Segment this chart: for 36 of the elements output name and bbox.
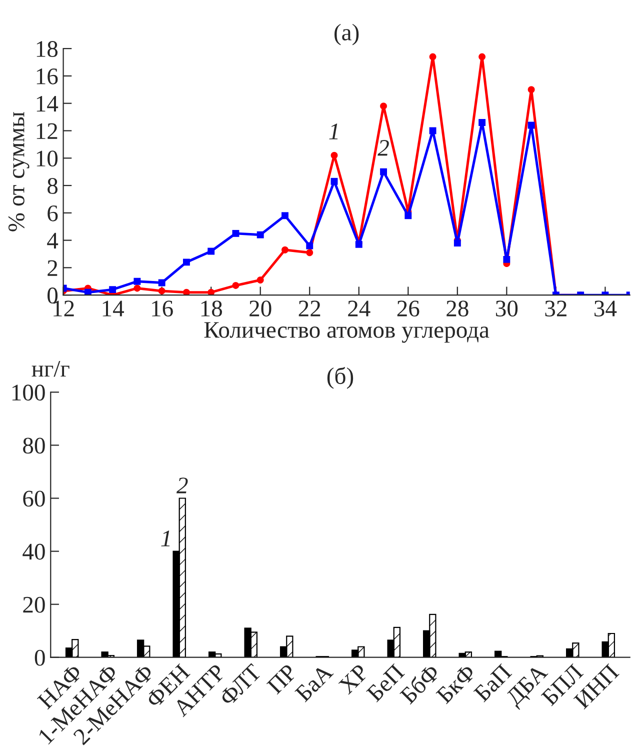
y-tick-label: 16 — [36, 68, 58, 84]
x-tick-label: 16 — [152, 300, 173, 317]
x-tick-label: 20 — [250, 300, 272, 317]
y-tick-label: 2 — [48, 260, 58, 276]
y-tick-label: 60 — [23, 490, 45, 507]
x-tick-label: 28 — [446, 300, 468, 317]
x-tick-label: 34 — [594, 300, 617, 317]
x-tick-label: 14 — [102, 300, 124, 316]
x-axis-title: Количество атомов углерода — [204, 322, 490, 343]
annotation: 2 — [176, 478, 188, 494]
y-tick-label: 6 — [48, 205, 58, 222]
y-tick-label: 10 — [36, 150, 58, 167]
y-tick-label: 20 — [23, 596, 45, 613]
y-tick-label: 40 — [22, 544, 45, 560]
y-axis-title: % от суммы — [8, 112, 30, 232]
x-tick-label: 24 — [348, 300, 370, 316]
y-tick-label: 12 — [36, 123, 58, 139]
annotation: 1 — [329, 124, 338, 140]
x-tick-label: 22 — [298, 300, 320, 316]
y-axis-title: нг/г — [32, 360, 70, 377]
x-tick-label: 26 — [397, 300, 420, 317]
chart-title: (б) — [327, 366, 354, 389]
y-tick-label: 18 — [36, 41, 58, 57]
y-tick-label: 14 — [36, 96, 58, 112]
y-tick-label: 100 — [12, 384, 45, 401]
annotation: 1 — [161, 530, 170, 546]
y-tick-label: 8 — [48, 178, 58, 194]
y-tick-label: 80 — [23, 438, 45, 454]
y-tick-label: 4 — [47, 232, 58, 248]
x-tick-label: БаА — [294, 662, 334, 703]
annotation: 2 — [378, 140, 389, 156]
x-tick-label: 30 — [496, 300, 518, 317]
chart-title: (а) — [334, 24, 359, 46]
y-tick-label: 0 — [34, 650, 45, 666]
x-tick-label: 18 — [201, 300, 222, 317]
x-tick-label: 32 — [545, 300, 566, 317]
